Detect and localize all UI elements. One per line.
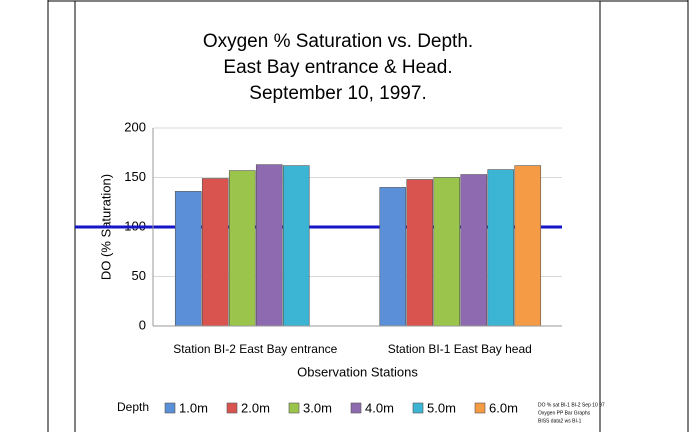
y-tick-label: 50 bbox=[132, 268, 146, 283]
footnote: BISS data2 ws BI-1 bbox=[538, 418, 582, 424]
x-tick-label: Station BI-1 East Bay head bbox=[388, 342, 532, 356]
bar bbox=[460, 174, 488, 327]
legend-label: 2.0m bbox=[241, 400, 270, 415]
legend-swatch bbox=[226, 402, 238, 414]
x-tick-label: Station BI-2 East Bay entrance bbox=[173, 342, 337, 356]
legend-title: Depth bbox=[117, 400, 149, 414]
legend-label: 4.0m bbox=[365, 400, 394, 415]
legend-label: 3.0m bbox=[303, 400, 332, 415]
legend-swatch bbox=[164, 402, 176, 414]
legend-swatch bbox=[288, 402, 300, 414]
bar bbox=[433, 177, 461, 327]
legend-swatch bbox=[350, 402, 362, 414]
legend-swatch bbox=[474, 402, 486, 414]
chart: Oxygen % Saturation vs. Depth. East Bay e… bbox=[75, 31, 605, 424]
footnote: Oxygen PP Bar Graphs bbox=[538, 410, 591, 416]
legend-label: 1.0m bbox=[179, 400, 208, 415]
bar bbox=[379, 187, 407, 327]
legend-label: 6.0m bbox=[489, 400, 518, 415]
x-axis-label: Observation Stations bbox=[297, 364, 418, 379]
bar bbox=[406, 179, 434, 327]
legend-label: 5.0m bbox=[427, 400, 456, 415]
bar bbox=[282, 165, 310, 327]
chart-title: September 10, 1997. bbox=[249, 83, 426, 104]
bar bbox=[255, 164, 283, 327]
chart-frame bbox=[74, 0, 601, 432]
bar bbox=[514, 165, 542, 327]
bar bbox=[487, 169, 515, 327]
legend-swatch bbox=[412, 402, 424, 414]
footnote: DO % sat BI-1 BI-2 Sep 10 97 bbox=[538, 402, 605, 408]
bar bbox=[174, 191, 202, 327]
bar bbox=[201, 178, 229, 327]
y-tick-label: 0 bbox=[139, 317, 146, 332]
chart-title: East Bay entrance & Head. bbox=[223, 57, 452, 78]
y-tick-label: 150 bbox=[124, 169, 146, 184]
y-tick-label: 200 bbox=[124, 119, 146, 134]
bar bbox=[228, 170, 256, 327]
chart-title: Oxygen % Saturation vs. Depth. bbox=[203, 31, 473, 52]
